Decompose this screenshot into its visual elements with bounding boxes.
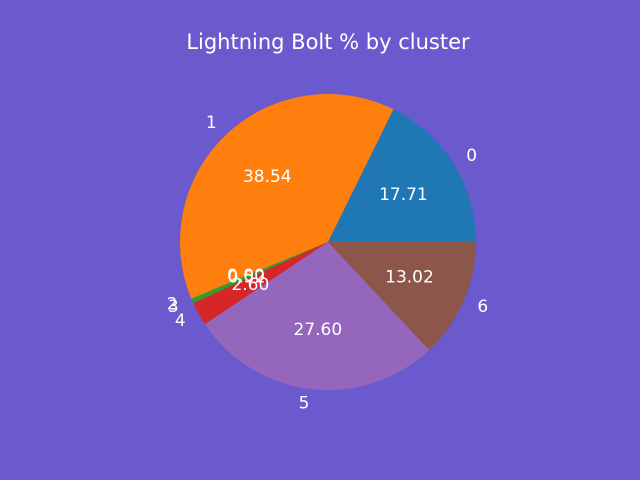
value-label-6: 13.02 [385,267,434,287]
pie-slices [180,94,476,390]
category-label-0: 0 [466,146,477,166]
pie-slice-0 [328,109,476,242]
pie-slice-5 [204,242,430,390]
value-label-2: 0.00 [227,266,265,286]
category-label-6: 6 [477,297,488,317]
pie-slice-4 [193,242,328,325]
value-label-3: 0.52 [228,267,266,287]
category-labels: 0 1 234 5 6 [167,113,488,414]
value-label-4: 2.60 [231,275,269,295]
value-labels: 17.71 38.54 0.000.522.60 27.60 13.02 [227,167,434,340]
category-label-5: 5 [299,394,310,414]
value-label-1: 38.54 [243,167,292,187]
category-label-4: 4 [175,311,186,331]
pie-slice-3 [191,242,328,304]
category-label-3: 3 [168,297,179,317]
value-label-5: 27.60 [294,320,343,340]
category-label-2: 2 [167,294,178,314]
value-label-0: 17.71 [379,185,428,205]
pie-slice-1 [180,94,394,299]
chart-title: Lightning Bolt % by cluster [186,30,470,54]
category-label-1: 1 [206,113,217,133]
pie-slice-6 [328,242,476,351]
